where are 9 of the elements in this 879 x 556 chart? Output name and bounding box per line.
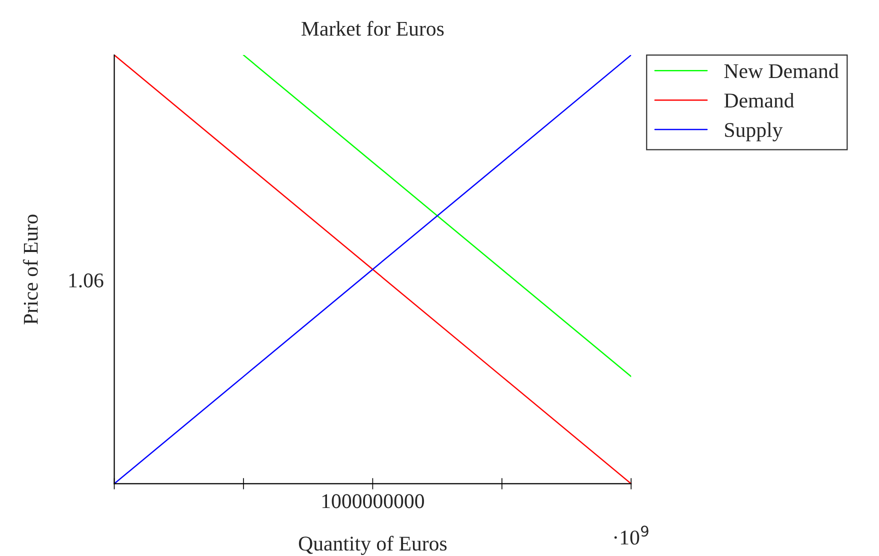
x-axis-title: Quantity of Euros: [298, 536, 447, 555]
text: 1.06: [69, 273, 104, 288]
legend-label: New Demand: [724, 64, 839, 78]
y-axis-title: Price of Euro: [22, 214, 38, 324]
text: 1000000000: [322, 494, 424, 508]
legend-label: Supply: [725, 122, 783, 142]
text: ·10$^{9}$: [614, 526, 648, 545]
chart-title: Market for Euros: [302, 20, 444, 36]
legend-label: Demand: [724, 92, 794, 108]
